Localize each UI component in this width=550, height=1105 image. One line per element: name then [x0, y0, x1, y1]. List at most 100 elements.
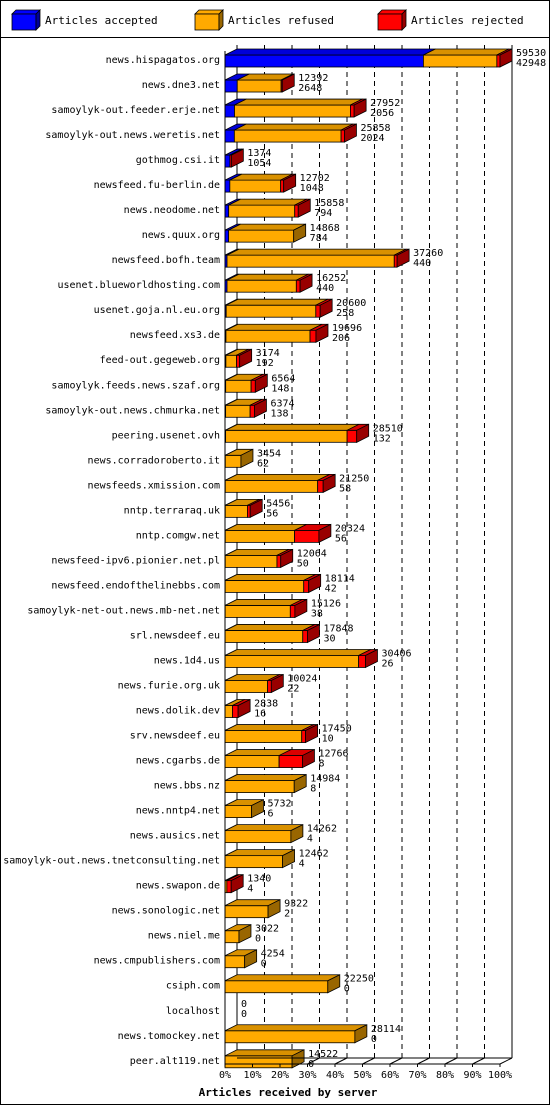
bar-segment [224, 204, 230, 218]
floor-line [472, 1057, 485, 1065]
accepted-label: 56 [335, 533, 347, 544]
bar-side [294, 598, 308, 619]
category-label: newsfeed-ipv6.pionier.net.pl [51, 555, 220, 566]
category-label: news.corradoroberto.it [88, 455, 220, 466]
total-label: 12064 [297, 548, 327, 559]
category-label: usenet.goja.nl.eu.org [94, 305, 220, 316]
total-label: 17848 [323, 623, 353, 634]
bar-segment [225, 329, 311, 343]
category-label: samoylyk.feeds.news.szaf.org [51, 380, 220, 391]
bar-segment [234, 104, 351, 118]
accepted-label: 1054 [247, 158, 271, 169]
bar-segment-top [228, 198, 307, 206]
accepted-label: 8 [310, 784, 316, 795]
bar-segment [224, 630, 304, 643]
floor-line [334, 1057, 348, 1065]
category-label: news.cmpublishers.com [94, 956, 220, 967]
category-label: news.hispagatos.org [106, 55, 220, 66]
bar-segment [225, 404, 251, 418]
total-label: 25858 [360, 123, 390, 134]
bar-segment [267, 680, 272, 693]
accepted-label: 2648 [298, 83, 322, 94]
accepted-label: 50 [297, 558, 309, 569]
total-label: 15126 [311, 598, 341, 609]
accepted-label: 0 [344, 984, 350, 995]
bar-segment [247, 504, 251, 518]
category-label: news.bbs.nz [154, 781, 220, 792]
total-label: 21250 [339, 473, 369, 484]
bar-segment [422, 54, 498, 68]
x-tick-label: 0% [219, 1070, 231, 1081]
legend-swatch-top [194, 9, 224, 15]
bar-side [499, 48, 513, 68]
bar-segment [280, 179, 285, 193]
bar-segment [224, 104, 235, 118]
floor-line [362, 1057, 375, 1065]
category-labels: news.hispagatos.org news.dne3.net samoylyk… [3, 55, 220, 1067]
category-label: news.furie.org.uk [118, 681, 220, 692]
floor-line [444, 1057, 458, 1065]
bar-side [282, 848, 295, 869]
total-label: 12702 [300, 173, 330, 184]
bar-segment [236, 79, 282, 93]
floor-line [307, 1057, 320, 1065]
accepted-label: 192 [256, 358, 274, 369]
bar-side [305, 723, 319, 744]
total-label: 30406 [381, 648, 411, 659]
total-label: 20324 [335, 523, 365, 534]
x-tick-label: 30% [298, 1070, 316, 1081]
bar-side [365, 648, 378, 669]
bar-segment [224, 655, 360, 668]
bar-side [344, 123, 357, 143]
bar-side [281, 73, 295, 93]
accepted-label: 440 [316, 283, 334, 294]
bar-segment [301, 730, 307, 743]
bar-segment-top [225, 473, 330, 481]
bar-segment-top [224, 649, 371, 656]
bar-segment [224, 830, 292, 844]
category-label: newsfeed.endofthelinebbs.com [51, 580, 220, 591]
bar-segment [303, 580, 310, 593]
total-label: 28114 [371, 1024, 401, 1035]
bar-side [254, 398, 267, 418]
total-label: 6564 [271, 373, 295, 384]
bar-segment-top [225, 523, 307, 531]
accepted-label: 0 [241, 1009, 247, 1020]
bar-segment [224, 154, 231, 168]
bar-segment [309, 329, 317, 343]
bar-segment [276, 555, 282, 568]
legend-swatch-side [218, 9, 224, 31]
total-label: 14868 [310, 223, 340, 234]
bar-segment [224, 805, 252, 818]
category-label: newsfeeds.xmission.com [88, 480, 220, 491]
bar-segment [224, 605, 291, 618]
bar-segment [226, 254, 395, 268]
bar-segment-top [224, 48, 436, 56]
bar-segment-top [226, 273, 309, 281]
bar-segment [224, 129, 235, 143]
bar-segment-top [225, 423, 360, 431]
bar-segment [233, 129, 342, 143]
accepted-label: 794 [314, 208, 332, 219]
total-label: 0 [241, 999, 247, 1010]
accepted-label: 0 [255, 934, 261, 945]
total-label: 12462 [299, 849, 329, 860]
bar-side [267, 899, 281, 919]
category-label: news.swapon.de [136, 881, 220, 892]
bar-segment [224, 79, 238, 93]
bar-segment [294, 204, 299, 218]
bar-segment [224, 504, 248, 518]
legend-swatch-top [11, 9, 41, 15]
bar-segment-top [423, 48, 510, 56]
accepted-label: 56 [266, 508, 278, 519]
bar-side [254, 373, 268, 393]
bar-segment [224, 955, 246, 969]
total-label: 27952 [370, 98, 400, 109]
bar-segment [302, 630, 308, 643]
bar-segment [224, 454, 242, 468]
total-label: 1374 [247, 148, 271, 159]
bar-segment-top [224, 824, 304, 832]
x-axis: 0% 10% 20% 30% 40% 50% 60% 70% 80% 90% 100% [219, 51, 512, 1081]
bar-segment [250, 379, 256, 393]
legend: Articles accepted Articles refused Article… [11, 9, 524, 31]
